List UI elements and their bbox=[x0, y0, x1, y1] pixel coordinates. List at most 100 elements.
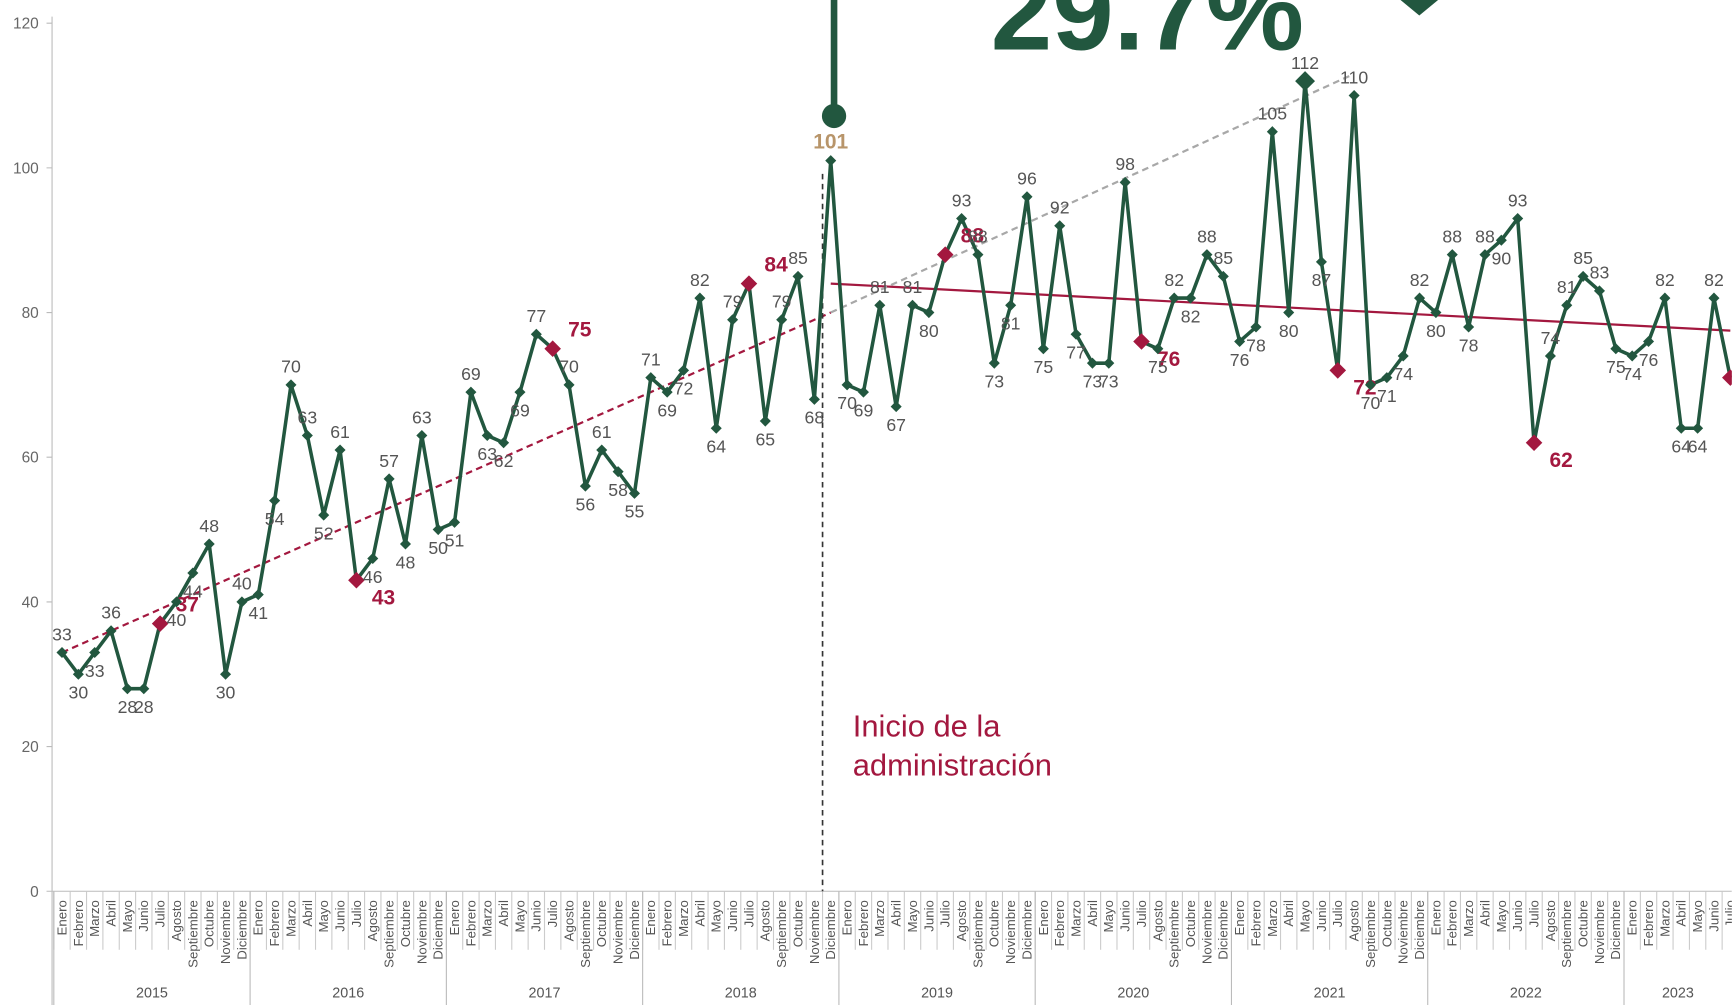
year-label: 2021 bbox=[1314, 985, 1346, 1001]
data-label: 75 bbox=[1148, 357, 1168, 377]
data-label: 105 bbox=[1258, 104, 1288, 124]
data-label: 30 bbox=[69, 683, 89, 703]
data-point bbox=[1659, 292, 1671, 304]
data-point bbox=[1168, 292, 1180, 304]
data-point bbox=[972, 249, 984, 261]
data-point bbox=[1525, 434, 1543, 452]
data-label: 80 bbox=[1426, 321, 1446, 341]
data-point bbox=[1414, 292, 1426, 304]
x-tick-label: Mayo bbox=[316, 900, 331, 932]
x-tick-label: Marzo bbox=[1461, 900, 1476, 937]
trend-line bbox=[830, 282, 1731, 332]
data-point bbox=[1054, 220, 1066, 232]
data-point bbox=[579, 480, 591, 492]
y-tick-label: 100 bbox=[13, 160, 39, 177]
data-label: 67 bbox=[886, 415, 906, 435]
year-label: 2023 bbox=[1662, 985, 1694, 1001]
data-label: 61 bbox=[330, 422, 350, 442]
data-label: 76 bbox=[1639, 350, 1659, 370]
trend-line bbox=[61, 311, 832, 654]
x-tick-label: Mayo bbox=[1297, 900, 1312, 932]
data-point bbox=[481, 429, 493, 442]
year-label: 2022 bbox=[1510, 985, 1542, 1001]
data-point bbox=[432, 524, 444, 536]
data-label: 40 bbox=[167, 610, 187, 630]
data-point bbox=[383, 473, 395, 485]
data-point bbox=[1495, 234, 1507, 246]
x-tick-label: Septiembre bbox=[382, 900, 397, 968]
data-point bbox=[841, 379, 853, 391]
data-point bbox=[530, 328, 542, 340]
x-tick-label: Diciembre bbox=[431, 900, 446, 960]
x-tick-label: Febrero bbox=[1248, 900, 1263, 946]
x-tick-label: Abril bbox=[103, 900, 118, 927]
data-point bbox=[1593, 285, 1605, 297]
x-tick-label: Abril bbox=[1674, 900, 1689, 927]
data-point bbox=[252, 589, 264, 601]
x-tick-label: Noviembre bbox=[218, 900, 233, 964]
data-label: 61 bbox=[592, 422, 612, 442]
x-tick-label: Febrero bbox=[856, 900, 871, 946]
data-point bbox=[1005, 299, 1017, 311]
data-point bbox=[72, 668, 84, 680]
data-label: 69 bbox=[461, 364, 481, 384]
data-label: 68 bbox=[805, 408, 825, 428]
data-label: 81 bbox=[903, 277, 923, 297]
x-tick-label: Enero bbox=[447, 900, 462, 935]
x-tick-label: Abril bbox=[1085, 900, 1100, 927]
x-tick-label: Octubre bbox=[202, 900, 217, 947]
x-tick-label: Abril bbox=[496, 900, 511, 927]
data-point bbox=[1512, 212, 1524, 225]
x-tick-label: Enero bbox=[1428, 900, 1443, 935]
data-point bbox=[759, 415, 771, 427]
data-point bbox=[792, 270, 804, 282]
x-tick-label: Noviembre bbox=[1592, 900, 1607, 964]
x-tick-label: Agosto bbox=[1543, 900, 1558, 941]
x-tick-label: Septiembre bbox=[1363, 900, 1378, 968]
data-label: 82 bbox=[690, 270, 710, 290]
annotation: administración bbox=[853, 747, 1052, 782]
data-label: 88 bbox=[1442, 227, 1462, 247]
y-tick-label: 60 bbox=[22, 450, 39, 467]
data-point bbox=[1364, 379, 1377, 391]
x-tick-label: Septiembre bbox=[185, 900, 200, 968]
data-label: 87 bbox=[1312, 270, 1332, 290]
data-point bbox=[1397, 350, 1409, 362]
x-tick-label: Agosto bbox=[1347, 900, 1362, 941]
annotation: Inicio de la bbox=[853, 709, 1002, 744]
x-tick-label: Mayo bbox=[512, 900, 527, 932]
x-tick-label: Marzo bbox=[1068, 900, 1083, 937]
data-label: 52 bbox=[314, 523, 334, 543]
data-label: 48 bbox=[199, 516, 219, 536]
data-point bbox=[348, 571, 365, 589]
data-label: 82 bbox=[1704, 270, 1724, 290]
data-label: 79 bbox=[772, 292, 792, 312]
data-label: 88 bbox=[1475, 227, 1495, 247]
data-point bbox=[776, 314, 788, 326]
x-tick-label: Julio bbox=[1526, 900, 1541, 927]
data-label: 81 bbox=[1001, 314, 1021, 334]
data-label: 75 bbox=[1034, 357, 1054, 377]
x-tick-label: Noviembre bbox=[807, 900, 822, 964]
data-point bbox=[187, 567, 199, 579]
data-label: 36 bbox=[101, 603, 121, 623]
data-label: 74 bbox=[1622, 364, 1642, 384]
data-point bbox=[710, 422, 722, 434]
x-tick-label: Marzo bbox=[480, 900, 495, 937]
data-label: 81 bbox=[870, 277, 890, 297]
data-label: 70 bbox=[281, 357, 301, 377]
data-label: 63 bbox=[477, 444, 497, 464]
data-point bbox=[399, 538, 412, 550]
x-tick-label: Marzo bbox=[1657, 900, 1672, 937]
data-point bbox=[612, 466, 624, 478]
x-tick-label: Diciembre bbox=[1019, 900, 1034, 960]
data-label: 73 bbox=[1099, 371, 1119, 391]
data-point bbox=[285, 379, 297, 391]
data-point bbox=[857, 386, 869, 398]
x-tick-label: Enero bbox=[54, 900, 69, 935]
data-point bbox=[661, 386, 673, 398]
data-label: 28 bbox=[134, 697, 154, 717]
